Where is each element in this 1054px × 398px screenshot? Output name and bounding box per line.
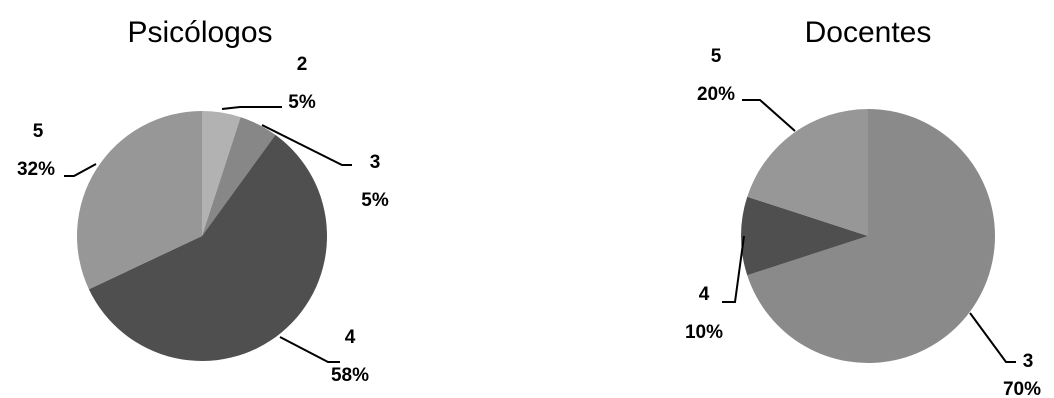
pie-slice-4 <box>741 196 868 276</box>
leader-line-5 <box>64 163 97 177</box>
pie-psicologos <box>77 111 328 362</box>
slice-label-2: 2 <box>297 54 308 75</box>
pie-slice-5 <box>77 111 202 290</box>
chart-psicologos: Psicólogos 2 5% 3 5% 4 58% 5 32% <box>17 16 389 386</box>
chart-title: Docentes <box>805 16 932 49</box>
slice-pct-5: 32% <box>17 159 55 180</box>
slice-label-3: 3 <box>1023 351 1034 372</box>
slice-label-4: 4 <box>345 327 356 348</box>
leader-line-5 <box>742 99 796 132</box>
pie-slice-3 <box>747 109 996 364</box>
leader-line-3 <box>969 312 1016 363</box>
slice-label-3: 3 <box>370 152 381 173</box>
slice-label-4: 4 <box>699 284 710 305</box>
pie-slice-2 <box>202 111 241 236</box>
pie-slice-5 <box>747 109 868 236</box>
slice-pct-5: 20% <box>697 84 735 105</box>
leader-line-4 <box>279 336 340 363</box>
leader-line-3 <box>261 124 352 166</box>
slice-pct-4: 58% <box>331 365 369 386</box>
chart-title: Psicólogos <box>127 16 272 49</box>
slice-pct-3: 70% <box>1003 379 1041 398</box>
slice-label-5: 5 <box>711 46 722 67</box>
slice-pct-4: 10% <box>685 322 723 343</box>
slice-pct-2: 5% <box>288 92 316 113</box>
pie-slice-3 <box>202 117 276 236</box>
pie-docentes <box>741 109 996 364</box>
pie-slice-4 <box>88 134 328 362</box>
slice-label-5: 5 <box>33 121 44 142</box>
leader-line-4 <box>722 235 745 303</box>
slice-pct-3: 5% <box>361 190 389 211</box>
chart-docentes: Docentes 5 20% 4 10% 3 70% <box>685 16 1041 398</box>
leader-line-2 <box>221 106 282 110</box>
